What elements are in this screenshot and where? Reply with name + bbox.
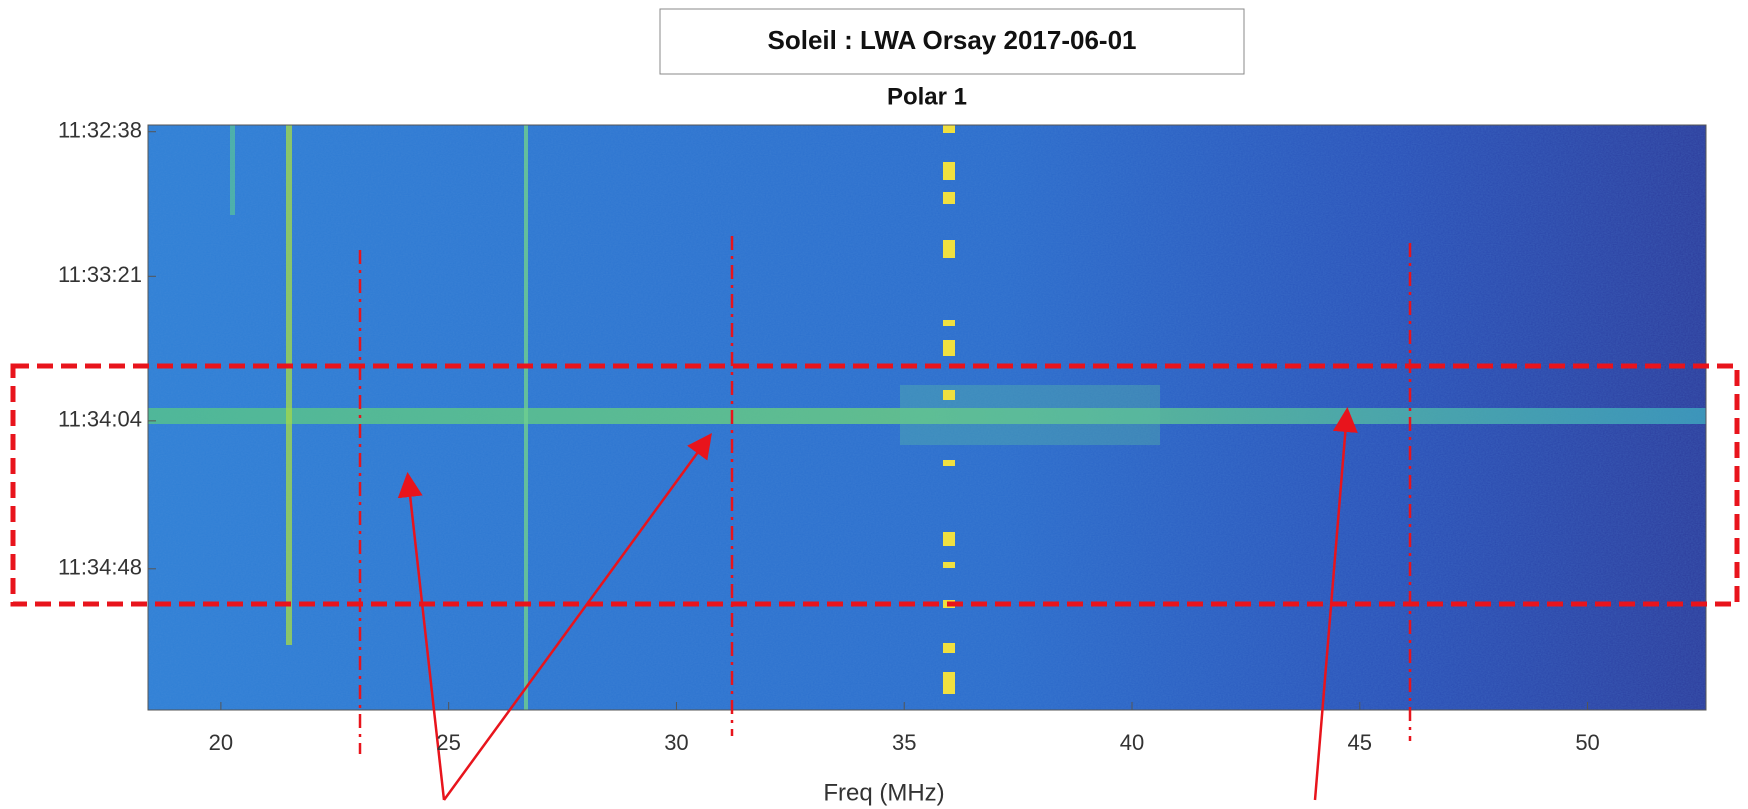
- chart-title: Soleil : LWA Orsay 2017-06-01: [768, 25, 1137, 55]
- x-axis-label: Freq (MHz): [823, 779, 944, 806]
- chart-subtitle: Polar 1: [887, 83, 967, 110]
- spectrogram: [148, 125, 1706, 710]
- x-tick-label: 40: [1120, 730, 1144, 755]
- y-tick-label: 11:33:21: [58, 262, 142, 287]
- plot-frame: [147, 124, 1707, 711]
- y-tick-label: 11:32:38: [58, 118, 142, 143]
- y-tick-label: 11:34:04: [58, 407, 142, 432]
- x-tick-label: 30: [664, 730, 688, 755]
- annotations: [10, 236, 1740, 801]
- x-tick-label: 25: [436, 730, 460, 755]
- x-tick-label: 35: [892, 730, 916, 755]
- x-tick-label: 20: [209, 730, 233, 755]
- x-tick-label: 50: [1575, 730, 1599, 755]
- y-tick-label: 11:34:48: [58, 555, 142, 580]
- x-tick-label: 45: [1348, 730, 1372, 755]
- title-box: [659, 8, 1245, 75]
